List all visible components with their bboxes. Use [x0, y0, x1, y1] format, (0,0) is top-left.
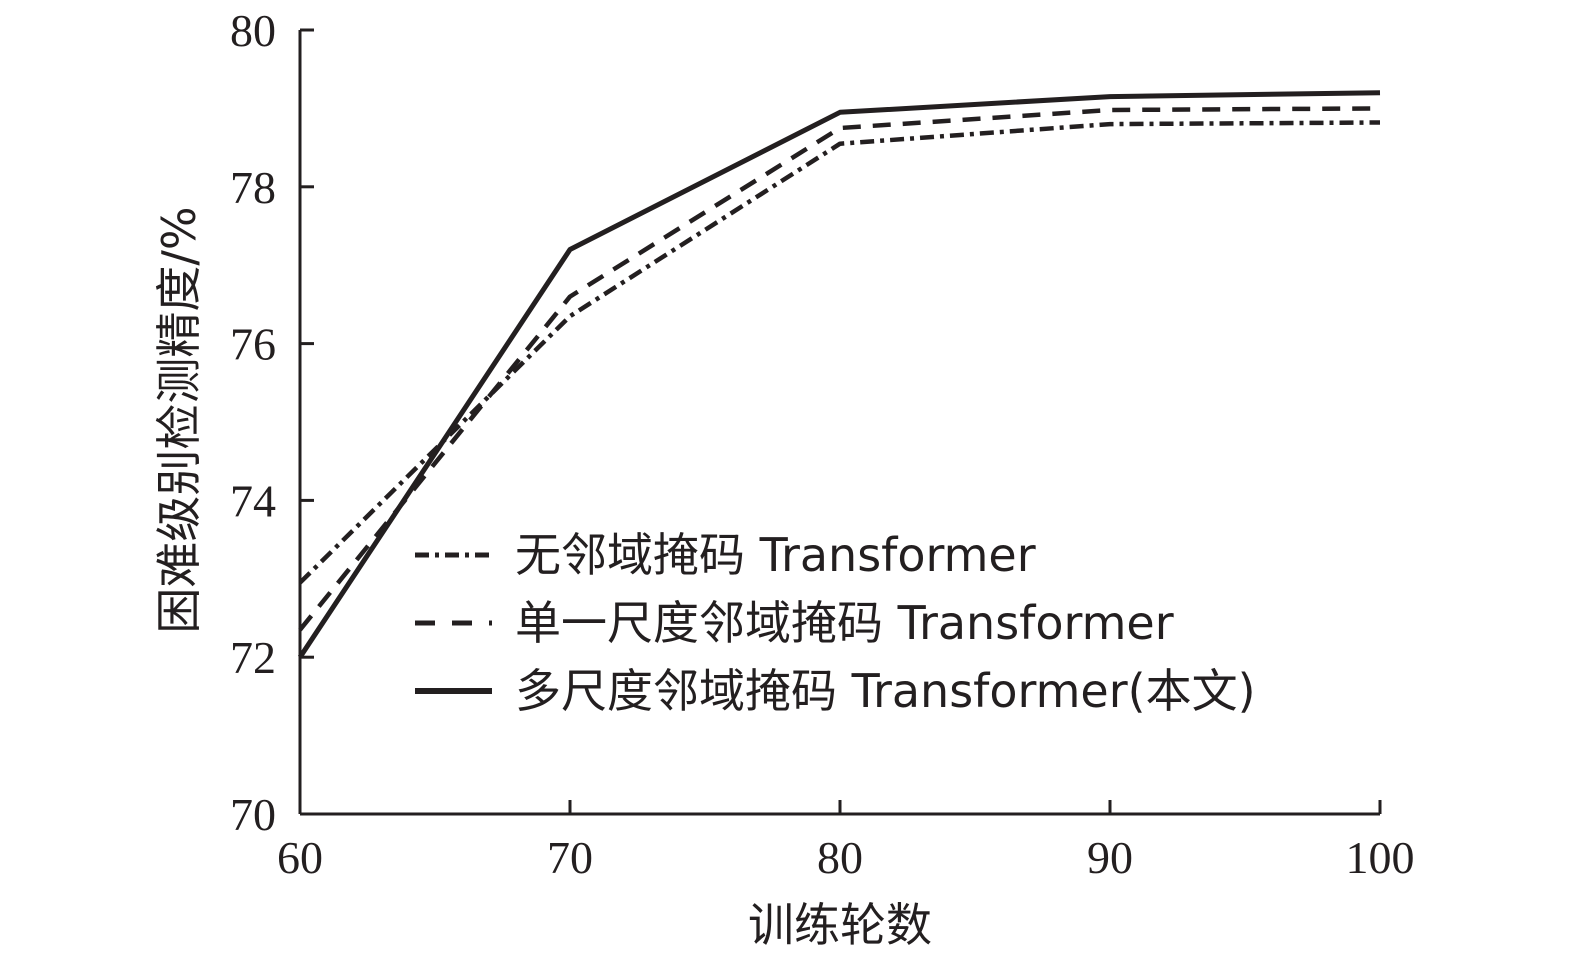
x-tick-label: 80 — [817, 832, 863, 883]
legend: 无邻域掩码 Transformer 单一尺度邻域掩码 Transformer 多尺度… — [415, 528, 1256, 718]
y-tick-label: 72 — [230, 632, 276, 683]
x-tick-label: 60 — [277, 832, 323, 883]
series-line-2 — [298, 106, 1381, 632]
y-tick-label: 78 — [230, 162, 276, 213]
series-lines — [297, 90, 1381, 659]
y-axis-title: 困难级别检测精度/% — [152, 206, 206, 633]
series-line-3 — [297, 90, 1381, 659]
x-tick-label: 70 — [547, 832, 593, 883]
y-tick-label: 70 — [230, 789, 276, 840]
y-tick-label: 76 — [230, 319, 276, 370]
series-line-1 — [298, 120, 1381, 585]
legend-label-1: 无邻域掩码 Transformer — [515, 528, 1036, 582]
y-tick-label: 74 — [230, 475, 276, 526]
x-tick-label: 100 — [1346, 832, 1415, 883]
legend-label-3: 多尺度邻域掩码 Transformer(本文) — [515, 664, 1256, 718]
x-tick-label: 90 — [1087, 832, 1133, 883]
x-axis-title: 训练轮数 — [748, 898, 932, 952]
y-tick-label: 80 — [230, 5, 276, 56]
legend-label-2: 单一尺度邻域掩码 Transformer — [515, 596, 1174, 650]
